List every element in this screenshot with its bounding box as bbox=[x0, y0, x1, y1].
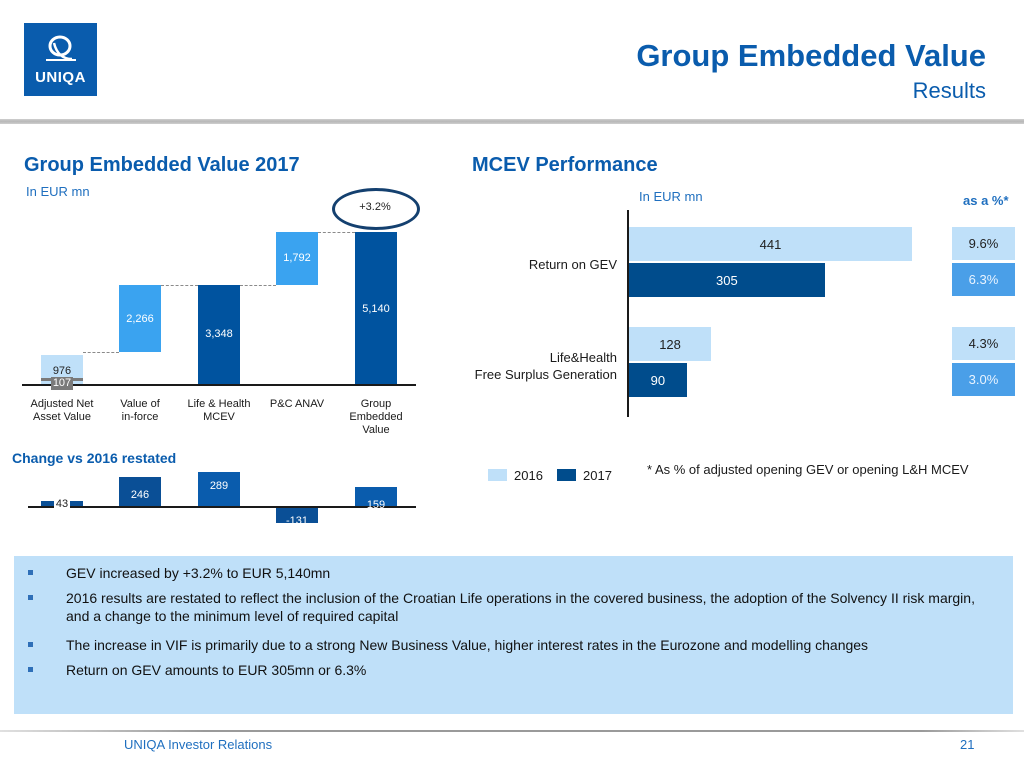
summary-bullet: 2016 results are restated to reflect the… bbox=[66, 590, 975, 624]
summary-box: GEV increased by +3.2% to EUR 5,140mn 20… bbox=[14, 556, 1013, 714]
waterfall-bar-vif bbox=[119, 284, 161, 352]
change-bar bbox=[355, 487, 397, 506]
pct-header: as a %* bbox=[963, 193, 1009, 208]
footnote: * As % of adjusted opening GEV or openin… bbox=[647, 462, 969, 477]
page-number: 21 bbox=[960, 737, 975, 752]
bullet-icon bbox=[28, 667, 33, 672]
waterfall-category-label: Life & Health MCEV bbox=[174, 398, 264, 424]
uniqa-logo: UNIQA bbox=[24, 23, 97, 96]
waterfall-category-label: Adjusted Net Asset Value bbox=[17, 398, 107, 424]
category-label-line: Life&Health bbox=[549, 350, 617, 365]
mcev-value-label: 441 bbox=[759, 237, 782, 252]
waterfall-chart: 976 107 2,266 3,348 1,792 5,140 +3.2% Adjusted … bbox=[0, 0, 440, 545]
change-value-label: 43 bbox=[54, 498, 70, 510]
waterfall-label-pc-anav: 1,792 bbox=[283, 252, 311, 264]
waterfall-label-lh-mcev: 3,348 bbox=[205, 327, 233, 340]
mcev-bar-2016 bbox=[629, 327, 712, 361]
legend-label-2016: 2016 bbox=[514, 468, 543, 483]
waterfall-category-label: Group Embedded Value bbox=[331, 398, 421, 437]
pct-box-2017: 6.3% bbox=[952, 263, 1015, 296]
connector-line bbox=[161, 284, 198, 286]
mcev-axis bbox=[627, 210, 629, 417]
mcev-value-label: 128 bbox=[659, 337, 681, 352]
change-chart: 43 246 289 -131 159 bbox=[0, 0, 440, 545]
waterfall-category-label: P&C ANAV bbox=[252, 398, 342, 411]
category-label-line: Value bbox=[362, 424, 390, 436]
change-value-label: -131 bbox=[285, 515, 309, 527]
change-bar bbox=[119, 477, 161, 506]
pct-box-2016: 4.3% bbox=[952, 327, 1015, 360]
category-label-line: Free Surplus Generation bbox=[474, 367, 617, 382]
category-label-line: Group bbox=[360, 398, 392, 410]
waterfall-label-gev: 5,140 bbox=[362, 303, 390, 315]
change-bar bbox=[276, 508, 318, 524]
summary-bullet: The increase in VIF is primarily due to … bbox=[66, 637, 869, 653]
waterfall-title: Group Embedded Value 2017 bbox=[24, 154, 300, 176]
pct-box-2017: 3.0% bbox=[952, 363, 1015, 396]
waterfall-label-vif: 2,266 bbox=[126, 312, 154, 325]
mcev-category-label: Life&Health Free Surplus Generation bbox=[475, 349, 617, 383]
summary-bullet: Return on GEV amounts to EUR 305mn or 6.… bbox=[66, 662, 367, 678]
category-label-line: Return on GEV bbox=[528, 257, 617, 272]
legend-label-2017: 2017 bbox=[583, 468, 612, 483]
connector-line bbox=[83, 352, 119, 353]
change-value-label: 159 bbox=[366, 499, 386, 512]
mcev-bar-2017 bbox=[629, 263, 825, 297]
connector-line bbox=[240, 284, 276, 286]
category-label-line: Life & Health bbox=[187, 398, 251, 410]
mcev-category-label: Return on GEV bbox=[529, 256, 617, 273]
header-divider bbox=[0, 119, 1024, 124]
summary-bullet: GEV increased by +3.2% to EUR 5,140mn bbox=[66, 565, 331, 581]
waterfall-bar-lh-mcev bbox=[198, 284, 240, 384]
waterfall-unit: In EUR mn bbox=[26, 184, 90, 199]
legend-swatch-2017 bbox=[557, 469, 576, 481]
mcev-bar-2017 bbox=[629, 363, 687, 397]
mcev-value-label: 90 bbox=[650, 373, 666, 388]
category-label-line: P&C ANAV bbox=[269, 398, 325, 410]
legend-swatch-2016 bbox=[488, 469, 507, 481]
waterfall-bar-pc-anav bbox=[276, 232, 318, 285]
waterfall-category-label: Value of in-force bbox=[95, 398, 185, 424]
category-label-line: in-force bbox=[121, 411, 159, 423]
mcev-chart: 441 9.6% 305 6.3% Return on GEV 128 4.3% 90 3.0%… bbox=[475, 210, 1015, 483]
category-label-line: Embedded bbox=[349, 411, 403, 423]
change-bar bbox=[198, 472, 240, 506]
bullet-icon bbox=[28, 570, 33, 575]
growth-annotation: +3.2% bbox=[359, 201, 391, 213]
pct-box-2016: 9.6% bbox=[952, 227, 1015, 260]
footer-divider bbox=[0, 730, 1024, 732]
change-chart-title: Change vs 2016 restated bbox=[12, 450, 177, 466]
page-title: Group Embedded Value bbox=[636, 38, 986, 73]
waterfall-label-negative: 107 bbox=[51, 377, 73, 390]
category-label-line: Adjusted Net bbox=[30, 398, 94, 410]
change-axis bbox=[28, 506, 416, 508]
growth-annotation-ellipse bbox=[332, 188, 420, 230]
footer-label: UNIQA Investor Relations bbox=[124, 737, 273, 752]
mcev-value-label: 305 bbox=[716, 273, 738, 288]
logo-emblem-icon bbox=[46, 35, 76, 61]
logo-text: UNIQA bbox=[35, 69, 86, 86]
waterfall-label-anav: 976 bbox=[52, 365, 72, 378]
mcev-bar-2016 bbox=[629, 227, 912, 261]
bullet-icon bbox=[28, 595, 33, 600]
category-label-line: Asset Value bbox=[33, 411, 91, 423]
category-label-line: Value of bbox=[120, 398, 160, 410]
waterfall-axis bbox=[22, 384, 416, 386]
change-value-label: 246 bbox=[130, 489, 150, 502]
change-value-label: 289 bbox=[209, 480, 229, 492]
mcev-unit: In EUR mn bbox=[639, 189, 703, 204]
page-subtitle: Results bbox=[912, 78, 986, 103]
mcev-title: MCEV Performance bbox=[472, 154, 658, 176]
connector-line bbox=[318, 232, 355, 233]
bullet-icon bbox=[28, 642, 33, 647]
waterfall-bar-gev bbox=[355, 232, 397, 384]
category-label-line: MCEV bbox=[203, 411, 235, 423]
